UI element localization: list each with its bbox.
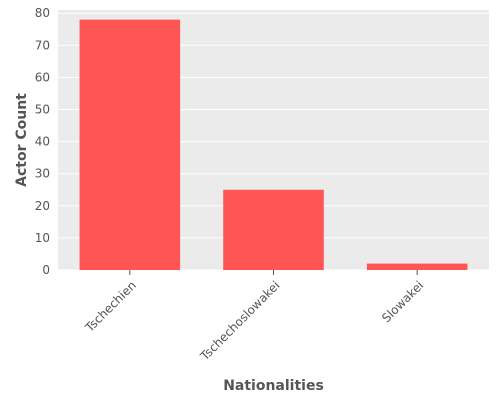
y-tick-label: 80	[35, 6, 50, 20]
y-tick-label: 50	[35, 103, 50, 117]
y-tick-label: 30	[35, 167, 50, 181]
y-tick-label: 60	[35, 70, 50, 84]
y-tick-label: 0	[42, 263, 50, 277]
bar-tschechoslowakei	[223, 189, 324, 270]
x-tick-label: Slowakei	[379, 278, 426, 325]
y-axis-title: Actor Count	[14, 93, 30, 187]
y-axis-ticks: 0 10 20 30 40 50 60 70 80	[35, 6, 50, 277]
y-tick-label: 10	[35, 231, 50, 245]
y-tick-label: 40	[35, 135, 50, 149]
x-tick-label: Tschechoslowakei	[197, 278, 283, 364]
y-tick-label: 20	[35, 199, 50, 213]
bar-slowakei	[366, 263, 468, 270]
x-axis-ticks: Tschechien Tschechoslowakei Slowakei	[82, 270, 426, 364]
bars-group	[79, 19, 468, 271]
y-tick-label: 70	[35, 38, 50, 52]
bar-tschechien	[79, 19, 181, 271]
x-axis-title: Nationalities	[223, 378, 324, 394]
x-tick-label: Tschechien	[82, 278, 139, 335]
